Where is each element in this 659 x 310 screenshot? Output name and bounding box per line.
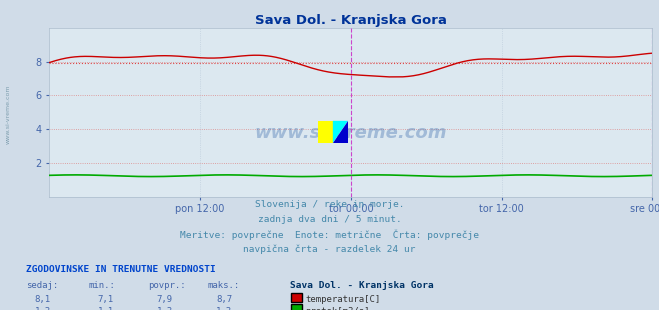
Text: 8,7: 8,7 [216, 295, 232, 304]
Text: 1,3: 1,3 [157, 307, 173, 310]
Text: 1,3: 1,3 [35, 307, 51, 310]
Bar [318, 121, 333, 143]
Text: Slovenija / reke in morje.: Slovenija / reke in morje. [255, 200, 404, 209]
Text: maks.:: maks.: [208, 281, 240, 290]
Title: Sava Dol. - Kranjska Gora: Sava Dol. - Kranjska Gora [255, 14, 447, 27]
Polygon shape [333, 121, 348, 143]
Text: 7,1: 7,1 [98, 295, 113, 304]
Text: ZGODOVINSKE IN TRENUTNE VREDNOSTI: ZGODOVINSKE IN TRENUTNE VREDNOSTI [26, 265, 216, 274]
Text: Meritve: povprečne  Enote: metrične  Črta: povprečje: Meritve: povprečne Enote: metrične Črta:… [180, 230, 479, 240]
Text: www.si-vreme.com: www.si-vreme.com [5, 85, 11, 144]
Text: navpična črta - razdelek 24 ur: navpična črta - razdelek 24 ur [243, 245, 416, 254]
Text: 1,1: 1,1 [98, 307, 113, 310]
Text: 1,3: 1,3 [216, 307, 232, 310]
Text: 8,1: 8,1 [35, 295, 51, 304]
Text: www.si-vreme.com: www.si-vreme.com [254, 124, 447, 142]
Text: Sava Dol. - Kranjska Gora: Sava Dol. - Kranjska Gora [290, 281, 434, 290]
Text: sedaj:: sedaj: [26, 281, 59, 290]
Text: pretok[m3/s]: pretok[m3/s] [305, 307, 370, 310]
Text: zadnja dva dni / 5 minut.: zadnja dva dni / 5 minut. [258, 215, 401, 224]
Text: min.:: min.: [89, 281, 116, 290]
Text: povpr.:: povpr.: [148, 281, 186, 290]
Text: 7,9: 7,9 [157, 295, 173, 304]
Polygon shape [333, 121, 348, 143]
Text: temperatura[C]: temperatura[C] [305, 295, 380, 304]
